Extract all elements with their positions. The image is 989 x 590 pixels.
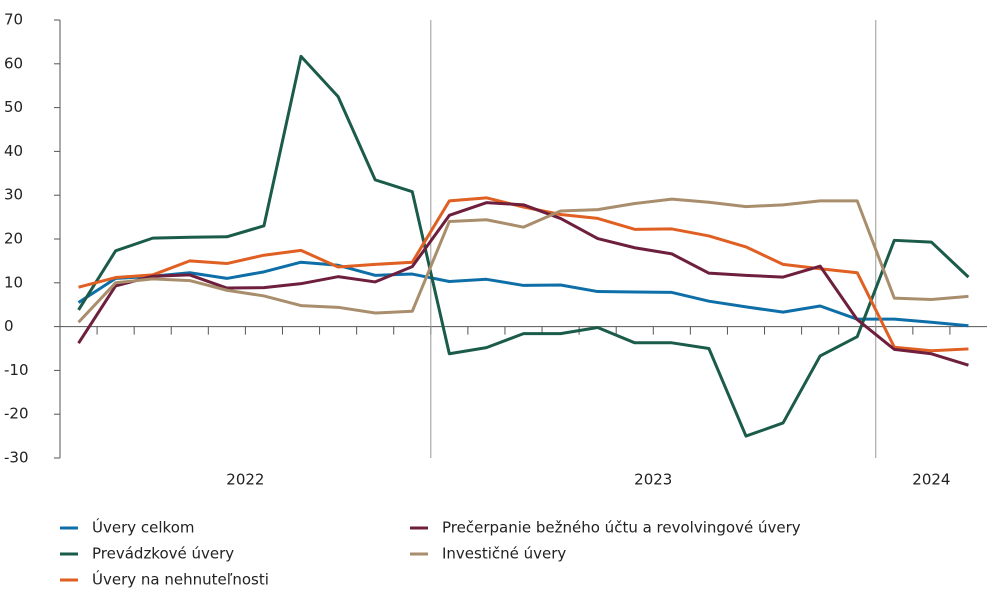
legend-label: Prečerpanie bežného účtu a revolvingové … [442,519,801,537]
y-tick-label: 0 [4,317,14,335]
x-group-label: 2024 [912,471,950,489]
series-line [77,260,969,328]
y-tick-label: 60 [4,54,23,72]
x-group-label: 2022 [226,471,264,489]
legend-label: Investičné úvery [442,545,566,563]
y-tick-label: 40 [4,142,23,160]
series-line [77,197,969,324]
y-tick-label: 30 [4,186,23,204]
legend-label: Prevádzkové úvery [92,545,234,563]
y-tick-label: -10 [4,361,29,379]
x-group-label: 2023 [634,471,672,489]
series-line [78,196,969,353]
series-line [77,201,969,367]
y-tick-label: 50 [4,98,23,116]
y-tick-label: -20 [4,405,29,423]
y-tick-label: -30 [4,449,29,467]
y-tick-label: 70 [4,11,23,29]
series-line [77,54,970,438]
y-tick-label: 20 [4,230,23,248]
legend-label: Úvery celkom [92,518,194,537]
y-tick-label: 10 [4,273,23,291]
legend-label: Úvery na nehnuteľnosti [92,570,269,589]
